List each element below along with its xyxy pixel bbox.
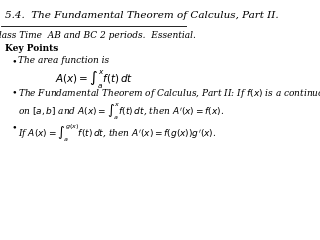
Text: The Fundamental Theorem of Calculus, Part II: If $f(x)$ is a continuous function: The Fundamental Theorem of Calculus, Par…: [18, 87, 320, 100]
Text: 5.4.  The Fundamental Theorem of Calculus, Part II.: 5.4. The Fundamental Theorem of Calculus…: [5, 11, 279, 20]
Text: The area function is: The area function is: [18, 56, 109, 65]
Text: $\bullet$: $\bullet$: [11, 56, 17, 65]
Text: Class Time  AB and BC 2 periods.  Essential.: Class Time AB and BC 2 periods. Essentia…: [0, 31, 196, 40]
Text: $\bullet$: $\bullet$: [11, 122, 17, 131]
Text: $A(x) = \int_a^x f(t)\, dt$: $A(x) = \int_a^x f(t)\, dt$: [55, 69, 133, 91]
Text: $\bullet$: $\bullet$: [11, 87, 17, 96]
Text: If $A(x) = \int_a^{g(x)} f(t)\, dt$, then $A'(x) = f(g(x))g'(x)$.: If $A(x) = \int_a^{g(x)} f(t)\, dt$, the…: [18, 122, 217, 144]
Text: on $[a, b]$ and $A(x) = \int_a^x f(t)\, dt$, then $A'(x) = f(x)$.: on $[a, b]$ and $A(x) = \int_a^x f(t)\, …: [18, 102, 224, 122]
Text: Key Points: Key Points: [5, 44, 58, 53]
